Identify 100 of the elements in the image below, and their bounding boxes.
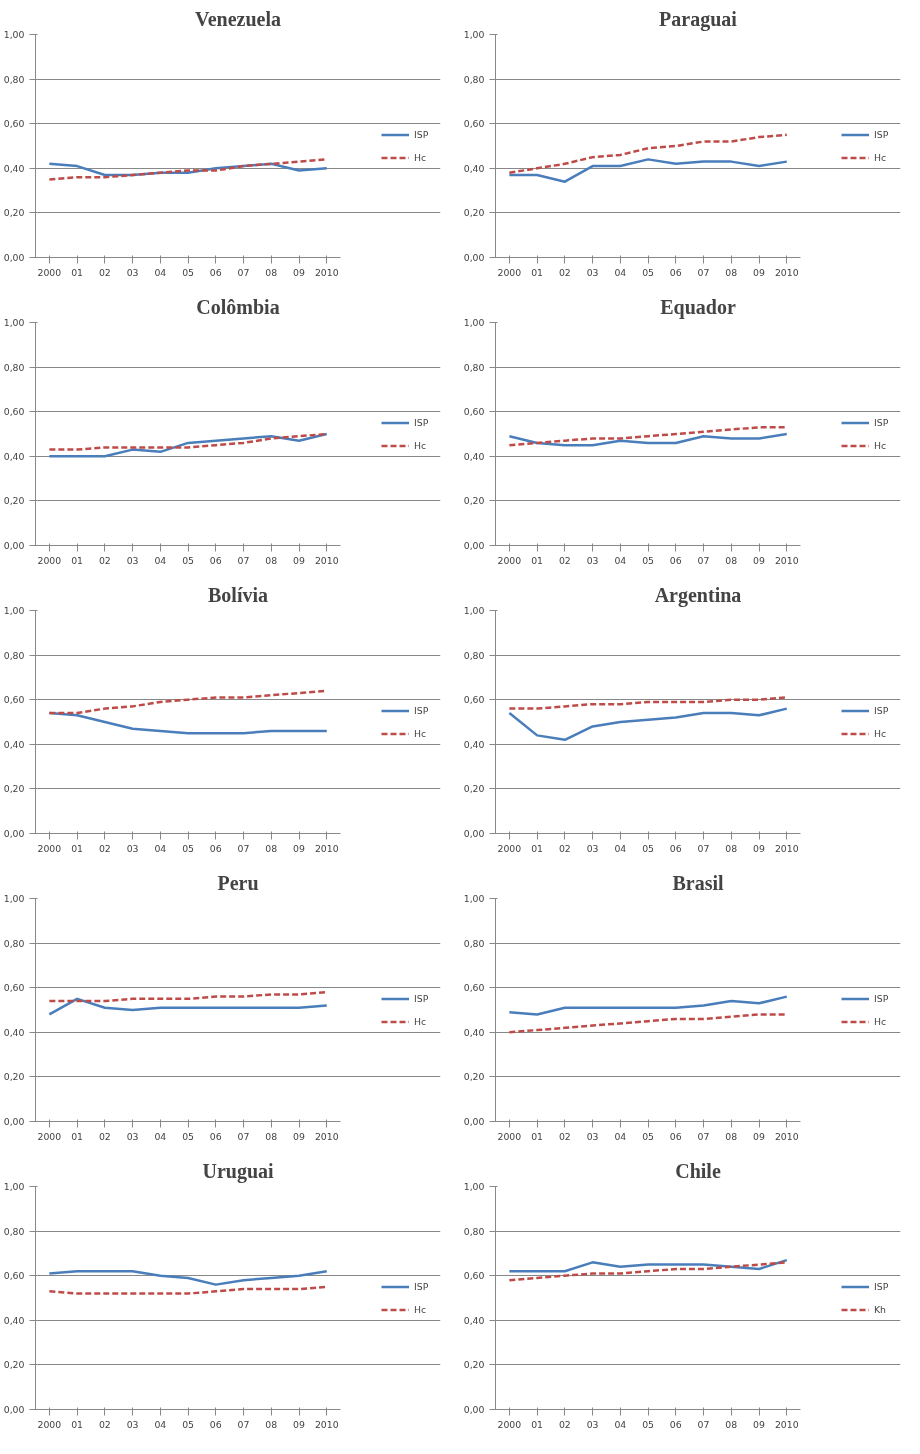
x-tick-label: 03	[586, 266, 599, 278]
y-tick-label: 1,00	[463, 605, 485, 616]
x-tick-label: 2010	[314, 1130, 339, 1142]
chart-title: Peru	[217, 871, 259, 894]
legend-label: Hc	[874, 151, 888, 163]
x-tick-label: 01	[71, 554, 84, 566]
legend-label: ISP	[414, 992, 430, 1004]
legend-label: ISP	[414, 704, 430, 716]
x-tick-label: 05	[642, 1418, 655, 1430]
legend-label: Hc	[874, 727, 888, 739]
legend-label: ISP	[874, 1280, 890, 1292]
legend-label: ISP	[414, 1280, 430, 1292]
chart-title: Venezuela	[195, 7, 281, 30]
legend-label: ISP	[874, 992, 890, 1004]
x-tick-label: 08	[725, 1418, 738, 1430]
x-tick-label: 01	[71, 842, 84, 854]
y-tick-label: 0,80	[3, 361, 25, 373]
legend-label: ISP	[414, 128, 430, 140]
chart-title: Colômbia	[196, 295, 280, 318]
x-tick-label: 04	[154, 266, 167, 278]
y-tick-label: 0,80	[3, 73, 25, 85]
x-tick-label: 2010	[774, 1418, 799, 1430]
x-tick-label: 03	[126, 266, 139, 278]
legend-label: Hc	[414, 727, 428, 739]
x-tick-label: 02	[98, 554, 111, 566]
y-tick-label: 0,80	[3, 1225, 25, 1237]
y-tick-label: 0,00	[3, 1404, 25, 1415]
x-tick-label: 04	[154, 842, 167, 854]
x-tick-label: 2010	[774, 554, 799, 566]
x-tick-label: 06	[209, 1418, 222, 1430]
chart-title: Equador	[660, 295, 736, 319]
x-tick-label: 06	[669, 1418, 682, 1430]
x-tick-label: 07	[237, 1130, 250, 1142]
x-tick-label: 05	[182, 842, 195, 854]
x-tick-label: 2010	[774, 842, 799, 854]
y-tick-label: 1,00	[3, 605, 25, 616]
x-tick-label: 2000	[497, 1418, 522, 1430]
y-tick-label: 0,40	[463, 738, 485, 750]
y-tick-label: 0,00	[3, 540, 25, 551]
x-tick-label: 01	[71, 266, 84, 278]
x-tick-label: 05	[642, 842, 655, 854]
y-tick-label: 0,80	[3, 649, 25, 661]
x-tick-label: 03	[126, 1130, 139, 1142]
y-tick-label: 0,00	[3, 828, 25, 839]
x-tick-label: 02	[98, 1418, 111, 1430]
x-tick-label: 02	[558, 842, 571, 854]
y-tick-label: 0,60	[3, 1270, 25, 1282]
y-tick-label: 0,80	[463, 1225, 485, 1237]
x-tick-label: 02	[558, 266, 571, 278]
x-tick-label: 03	[586, 842, 599, 854]
x-tick-label: 08	[265, 1418, 278, 1430]
x-tick-label: 09	[293, 1418, 306, 1430]
x-tick-label: 04	[154, 554, 167, 566]
x-tick-label: 06	[669, 554, 682, 566]
x-tick-label: 05	[642, 266, 655, 278]
x-tick-label: 09	[293, 266, 306, 278]
x-tick-label: 04	[154, 1418, 167, 1430]
x-tick-label: 06	[209, 554, 222, 566]
y-tick-label: 0,00	[463, 1116, 485, 1127]
y-tick-label: 0,80	[3, 937, 25, 949]
legend-label: Hc	[874, 1015, 888, 1027]
x-tick-label: 2000	[37, 842, 62, 854]
x-tick-label: 08	[265, 842, 278, 854]
x-tick-label: 07	[697, 1418, 710, 1430]
x-tick-label: 02	[98, 842, 111, 854]
x-tick-label: 05	[182, 1418, 195, 1430]
y-tick-label: 0,60	[3, 982, 25, 994]
x-tick-label: 08	[265, 1130, 278, 1142]
x-tick-label: 02	[98, 1130, 111, 1142]
x-tick-label: 03	[126, 1418, 139, 1430]
x-tick-label: 05	[182, 266, 195, 278]
y-tick-label: 1,00	[463, 893, 485, 904]
legend-label: Hc	[414, 151, 428, 163]
x-tick-label: 04	[614, 1130, 627, 1142]
x-tick-label: 06	[209, 1130, 222, 1142]
y-tick-label: 1,00	[3, 29, 25, 40]
chart-title: Uruguai	[202, 1159, 274, 1183]
legend-label: Hc	[874, 439, 888, 451]
y-tick-label: 0,00	[463, 540, 485, 551]
x-tick-label: 06	[669, 266, 682, 278]
y-tick-label: 0,00	[3, 252, 25, 263]
x-tick-label: 01	[531, 1130, 544, 1142]
line-series	[508, 158, 789, 183]
x-tick-label: 2000	[37, 554, 62, 566]
x-tick-label: 01	[531, 1418, 544, 1430]
x-tick-label: 03	[586, 1418, 599, 1430]
y-tick-label: 0,20	[463, 783, 485, 795]
x-tick-label: 07	[697, 554, 710, 566]
y-tick-label: 0,40	[463, 1026, 485, 1038]
x-tick-label: 03	[586, 1130, 599, 1142]
y-tick-label: 0,20	[3, 495, 25, 507]
chart-title: Chile	[675, 1159, 721, 1182]
x-tick-label: 07	[237, 554, 250, 566]
chart-title: Bolívia	[208, 583, 269, 606]
x-tick-label: 09	[293, 554, 306, 566]
y-tick-label: 0,40	[3, 162, 25, 174]
x-tick-label: 08	[265, 554, 278, 566]
y-tick-label: 1,00	[3, 1181, 25, 1192]
x-tick-label: 07	[697, 266, 710, 278]
legend-label: Hc	[414, 439, 428, 451]
